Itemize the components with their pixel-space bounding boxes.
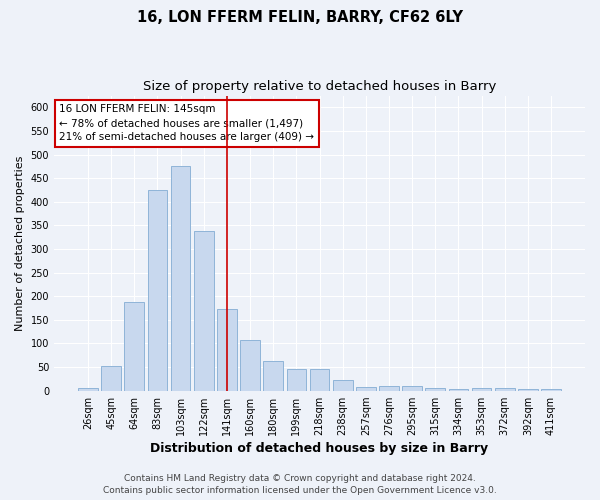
Bar: [194, 231, 214, 390]
Bar: [402, 386, 422, 390]
Bar: [263, 362, 283, 390]
Bar: [495, 388, 515, 390]
X-axis label: Distribution of detached houses by size in Barry: Distribution of detached houses by size …: [151, 442, 488, 455]
Title: Size of property relative to detached houses in Barry: Size of property relative to detached ho…: [143, 80, 496, 93]
Bar: [124, 302, 144, 390]
Bar: [148, 190, 167, 390]
Bar: [541, 389, 561, 390]
Bar: [518, 389, 538, 390]
Bar: [472, 388, 491, 390]
Bar: [171, 166, 190, 390]
Bar: [217, 309, 237, 390]
Bar: [287, 368, 306, 390]
Y-axis label: Number of detached properties: Number of detached properties: [15, 156, 25, 331]
Text: 16 LON FFERM FELIN: 145sqm
← 78% of detached houses are smaller (1,497)
21% of s: 16 LON FFERM FELIN: 145sqm ← 78% of deta…: [59, 104, 314, 142]
Bar: [356, 387, 376, 390]
Bar: [240, 340, 260, 390]
Bar: [425, 388, 445, 390]
Bar: [333, 380, 353, 390]
Bar: [78, 388, 98, 390]
Bar: [101, 366, 121, 390]
Bar: [379, 386, 399, 390]
Text: 16, LON FFERM FELIN, BARRY, CF62 6LY: 16, LON FFERM FELIN, BARRY, CF62 6LY: [137, 10, 463, 25]
Bar: [310, 369, 329, 390]
Text: Contains HM Land Registry data © Crown copyright and database right 2024.
Contai: Contains HM Land Registry data © Crown c…: [103, 474, 497, 495]
Bar: [449, 389, 468, 390]
